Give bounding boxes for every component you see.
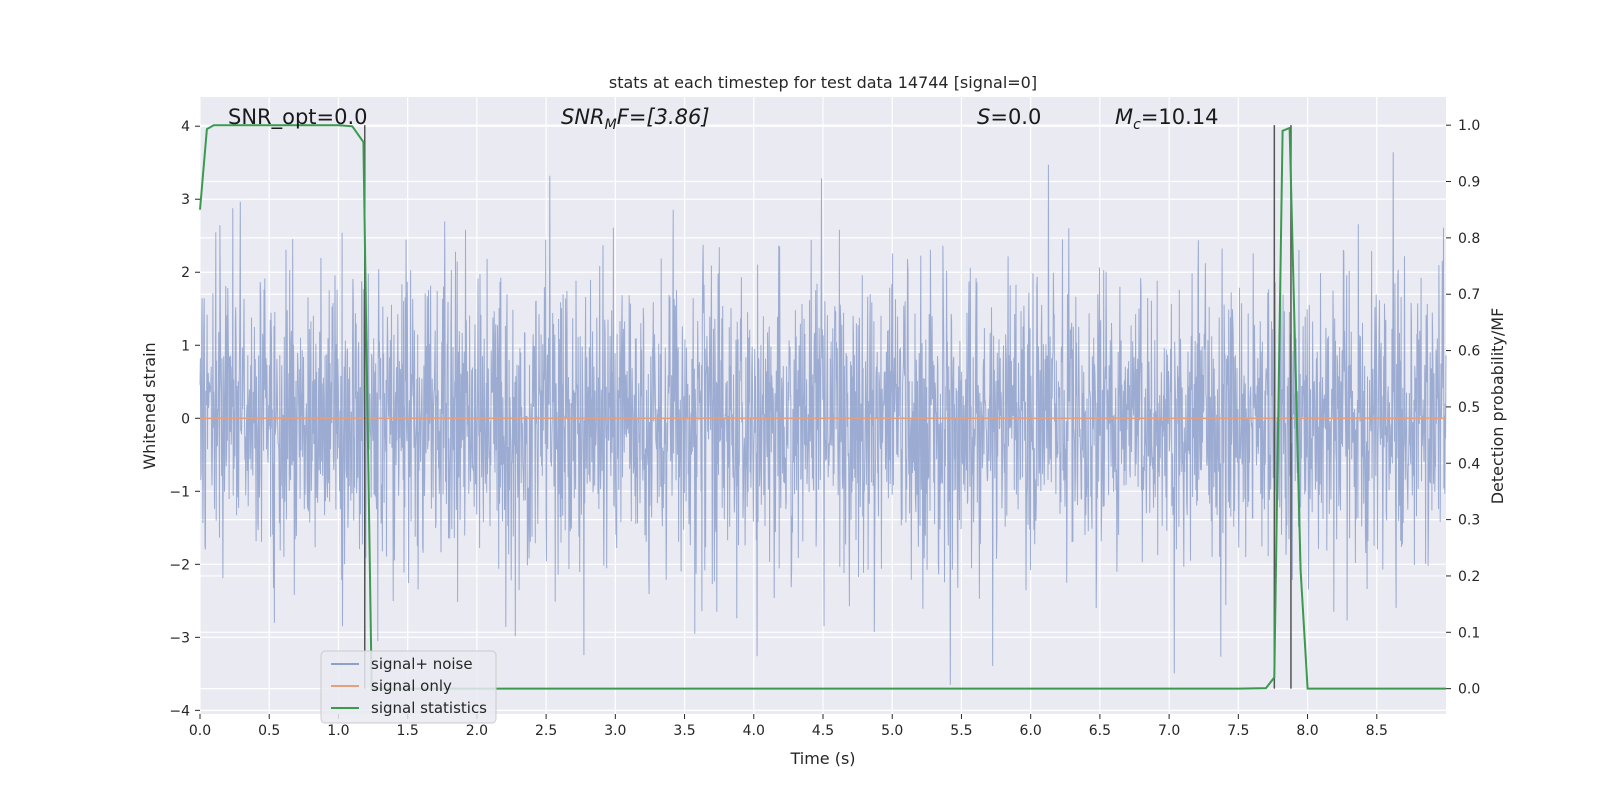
x-tick-label: 6.5 <box>1089 723 1111 739</box>
y2-tick-label: 0.6 <box>1458 344 1480 360</box>
legend-label-signal-statistics: signal statistics <box>371 699 487 717</box>
x-tick-label: 7.0 <box>1158 723 1180 739</box>
annotation-snr-mf-value: F=[3.86] <box>617 105 710 129</box>
y2-tick-label: 0.7 <box>1458 287 1480 303</box>
x-tick-label: 8.5 <box>1366 723 1388 739</box>
y2-tick-label: 0.3 <box>1458 513 1480 529</box>
y-tick-label: −2 <box>169 557 190 573</box>
signal-noise-trace <box>199 152 1447 685</box>
y-tick-label: 0 <box>181 411 190 427</box>
annotation-s-value: =0.0 <box>990 105 1041 129</box>
x-axis-ticks: 0.0 0.5 1.0 1.5 2.0 2.5 3.0 3.5 4.0 4.5 5.0 5.5 6.0 6… <box>189 714 1388 739</box>
legend-box <box>320 650 497 724</box>
y-tick-label: 4 <box>181 119 190 135</box>
x-tick-label: 5.5 <box>950 723 972 739</box>
x-tick-label: 3.5 <box>673 723 695 739</box>
annotation-mc-subscript: c <box>1133 117 1141 133</box>
x-tick-label: 7.5 <box>1227 723 1249 739</box>
y-tick-label: −3 <box>169 630 190 646</box>
y2-axis-ticks: 0.0 0.1 0.2 0.3 0.4 0.5 0.6 0.7 0.8 0.9 1.0 <box>1446 118 1480 698</box>
x-tick-label: 4.5 <box>812 723 834 739</box>
y-tick-label: −1 <box>169 484 190 500</box>
annotation-snr-opt: SNR_opt=0.0 <box>228 105 368 130</box>
x-tick-label: 2.5 <box>535 723 557 739</box>
y-axis-label: Whitened strain <box>140 342 159 469</box>
annotation-s-symbol: S <box>977 105 990 129</box>
annotation-snr-mf-symbol: SNR <box>561 105 605 129</box>
legend: signal+ noise signal only signal statist… <box>320 650 497 724</box>
y-axis-ticks: −4 −3 −2 −1 0 1 2 3 4 <box>169 119 200 719</box>
annotation-snr-mf: SNRMF=[3.86] <box>561 105 710 133</box>
grid <box>199 97 1446 714</box>
y2-tick-label: 0.0 <box>1458 682 1480 698</box>
x-tick-label: 0.0 <box>189 723 211 739</box>
chart-title: stats at each timestep for test data 147… <box>609 73 1037 92</box>
x-axis-label: Time (s) <box>789 749 855 768</box>
legend-label-signal-noise: signal+ noise <box>371 655 473 673</box>
x-tick-label: 1.5 <box>397 723 419 739</box>
y2-tick-label: 0.1 <box>1458 625 1480 641</box>
annotation-s: S=0.0 <box>977 105 1041 129</box>
legend-label-signal-only: signal only <box>371 677 452 695</box>
annotation-mc-symbol: M <box>1115 105 1133 129</box>
y2-tick-label: 0.2 <box>1458 569 1480 585</box>
signal-statistics-series <box>199 124 1446 690</box>
signal-noise-series <box>199 152 1447 685</box>
y2-tick-label: 0.8 <box>1458 231 1480 247</box>
x-tick-label: 0.5 <box>258 723 280 739</box>
y2-tick-label: 0.5 <box>1458 400 1480 416</box>
x-tick-label: 3.0 <box>604 723 626 739</box>
x-tick-label: 2.0 <box>466 723 488 739</box>
annotation-mc-value: =10.14 <box>1141 105 1219 129</box>
y-tick-label: −4 <box>169 703 190 719</box>
x-tick-label: 6.0 <box>1020 723 1042 739</box>
y-tick-label: 1 <box>181 338 190 354</box>
y2-tick-label: 0.4 <box>1458 456 1480 472</box>
y-tick-label: 3 <box>181 192 190 208</box>
y2-axis-label: Detection probability/MF <box>1488 308 1507 505</box>
y2-tick-label: 0.9 <box>1458 175 1480 191</box>
annotation-mc: Mc=10.14 <box>1115 105 1219 133</box>
y2-tick-label: 1.0 <box>1458 118 1480 134</box>
x-tick-label: 5.0 <box>881 723 903 739</box>
x-tick-label: 1.0 <box>327 723 349 739</box>
x-tick-label: 8.0 <box>1296 723 1318 739</box>
x-tick-label: 4.0 <box>743 723 765 739</box>
y-tick-label: 2 <box>181 265 190 281</box>
annotation-snr-mf-subscript: M <box>605 117 617 133</box>
